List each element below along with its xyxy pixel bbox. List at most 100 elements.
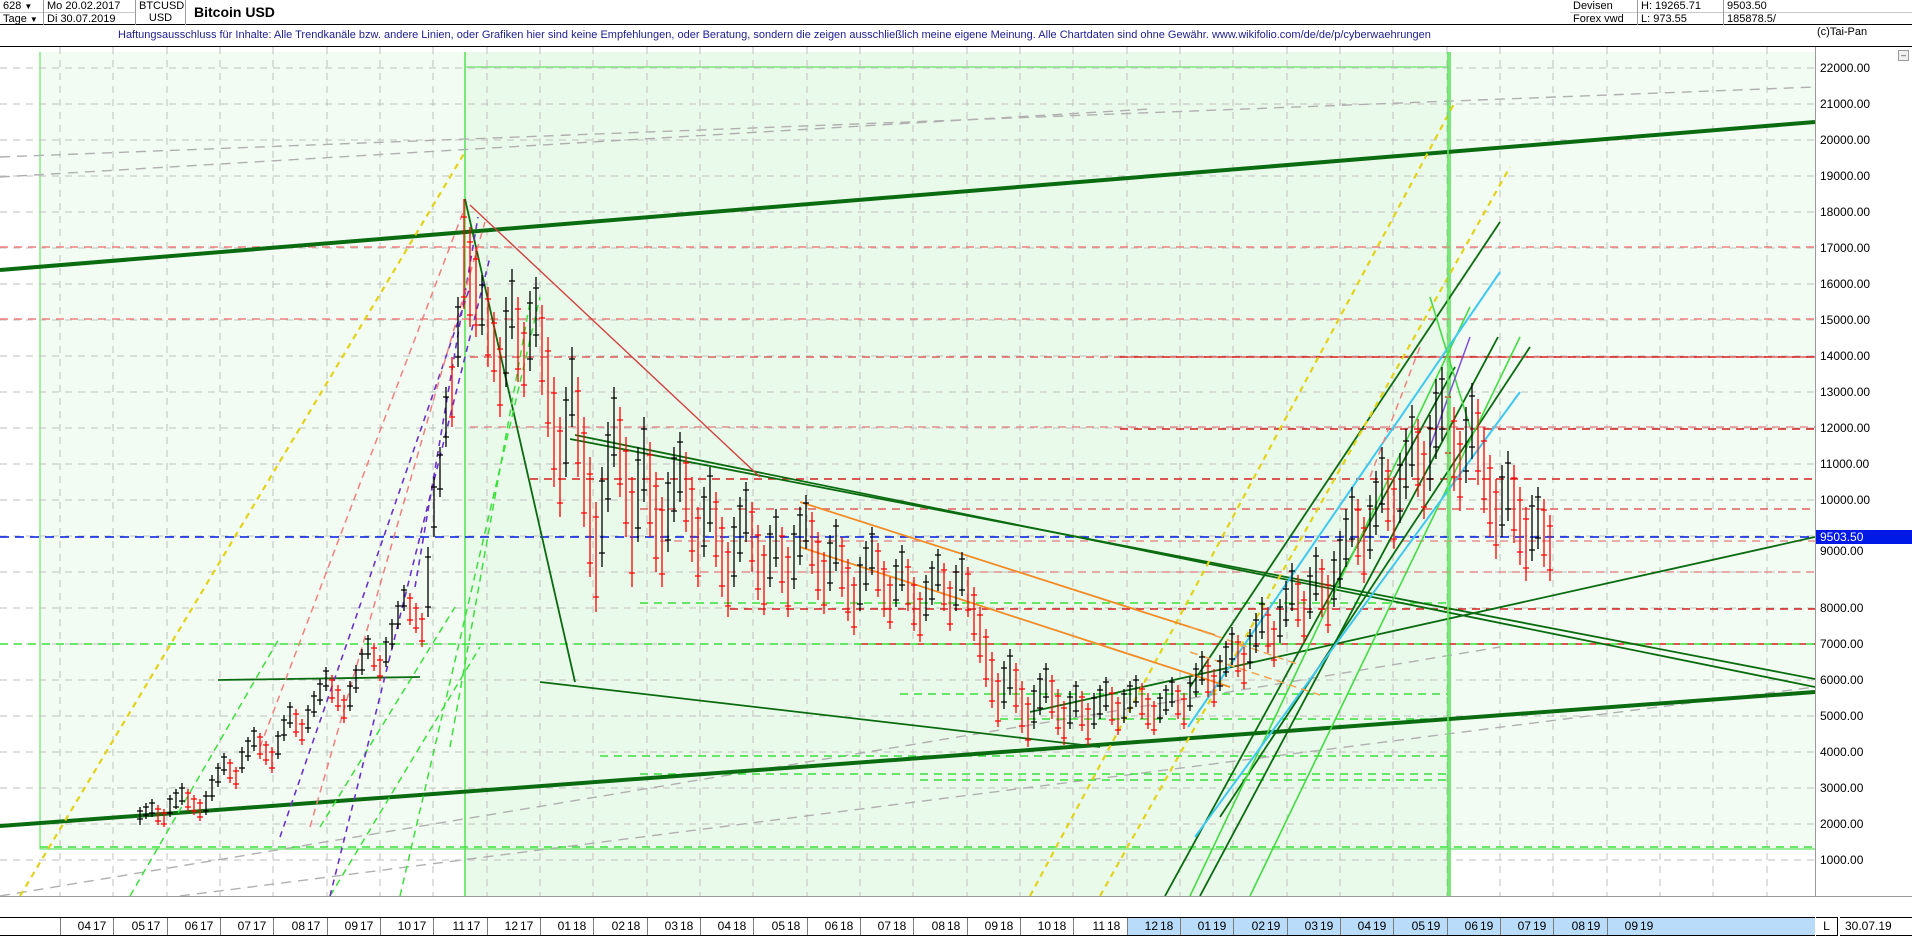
date-tick[interactable]: 12 18 <box>1127 918 1180 935</box>
date-tick[interactable]: 09 18 <box>967 918 1020 935</box>
interval-row[interactable]: Tage ▼ <box>0 12 43 25</box>
disclaimer-text: Haftungsausschluss für Inhalte: Alle Tre… <box>118 29 1431 41</box>
date-tick[interactable]: 09 17 <box>327 918 380 935</box>
price-tick: 7000.00 <box>1820 637 1864 651</box>
price-tick: 14000.00 <box>1820 349 1871 363</box>
bar-count-selector[interactable]: 628 ▼ Tage ▼ <box>0 0 44 25</box>
market-category: Devisen <box>1573 0 1613 12</box>
price-tick: 6000.00 <box>1820 673 1864 687</box>
date-tick-strip[interactable]: 04 17 05 17 06 17 07 17 08 17 09 17 10 17 11 17 … <box>0 917 1815 936</box>
date-tick[interactable]: 12 17 <box>487 918 540 935</box>
date-tick[interactable]: 05 17 <box>113 918 167 935</box>
candlestick-series <box>137 199 1553 827</box>
orange-dashed-lines <box>1189 626 1321 696</box>
price-tick: 10000.00 <box>1820 493 1871 507</box>
last-price-marker: 9503.50 <box>1816 530 1912 544</box>
symbol-display[interactable]: BTCUSD USD <box>136 0 186 25</box>
date-range-display[interactable]: Mo 20.02.2017 Di 30.07.2019 <box>44 0 136 25</box>
price-tick: 2000.00 <box>1820 817 1864 831</box>
shaded-projection-region <box>39 52 1815 896</box>
date-tick[interactable]: 05 19 <box>1393 918 1447 935</box>
grey-trendlines <box>0 86 1815 896</box>
price-tick: 20000.00 <box>1820 133 1871 147</box>
red-descending-trendlines <box>469 204 761 478</box>
chart-canvas <box>0 47 1815 896</box>
date-tick[interactable]: 07 19 <box>1500 918 1553 935</box>
price-tick: 4000.00 <box>1820 745 1864 759</box>
date-tick[interactable]: 10 18 <box>1020 918 1073 935</box>
date-tick[interactable]: 07 18 <box>860 918 913 935</box>
date-tick[interactable]: 06 17 <box>167 918 220 935</box>
last-price-value: 9503.50 <box>1727 0 1767 12</box>
volume-value: 185878.5/ <box>1724 12 1912 25</box>
copyright-label: (c)Tai-Pan <box>1817 26 1868 38</box>
high-low-cell: H: 19265.71 L: 973.55 <box>1638 0 1724 25</box>
date-tick[interactable]: 02 18 <box>593 918 647 935</box>
chevron-down-icon[interactable]: ▼ <box>24 2 33 11</box>
price-tick: 12000.00 <box>1820 421 1871 435</box>
price-tick: 13000.00 <box>1820 385 1871 399</box>
log-scale-toggle[interactable]: L <box>1816 917 1838 936</box>
price-tick: 16000.00 <box>1820 277 1871 291</box>
price-tick: 19000.00 <box>1820 169 1871 183</box>
price-tick: 17000.00 <box>1820 241 1871 255</box>
light-green-dashed-trendlines <box>129 296 541 896</box>
date-tick[interactable]: 11 17 <box>433 918 487 935</box>
instrument-title-cell: Bitcoin USD <box>186 0 1386 25</box>
price-tick: 9000.00 <box>1820 544 1864 558</box>
last-quote-cell: 9503.50 185878.5/ <box>1724 0 1912 25</box>
date-tick[interactable]: 01 18 <box>540 918 593 935</box>
date-to[interactable]: Di 30.07.2019 <box>44 12 135 25</box>
green-horizontal-levels <box>0 602 1815 848</box>
date-tick[interactable]: 02 19 <box>1233 918 1287 935</box>
price-tick: 3000.00 <box>1820 781 1864 795</box>
date-tick[interactable]: 01 19 <box>1180 918 1233 935</box>
date-tick[interactable]: 03 18 <box>647 918 700 935</box>
date-tick[interactable]: 06 18 <box>807 918 860 935</box>
period-high: H: 19265.71 <box>1641 0 1701 12</box>
price-tick: 21000.00 <box>1820 97 1871 111</box>
interval-value: Tage <box>3 13 27 25</box>
date-tick[interactable]: 06 19 <box>1447 918 1500 935</box>
primary-ascending-channel <box>0 120 1815 828</box>
date-tick[interactable]: 08 17 <box>273 918 327 935</box>
date-tick[interactable]: 11 18 <box>1073 918 1127 935</box>
date-tick[interactable]: 03 19 <box>1287 918 1340 935</box>
top-toolbar: 628 ▼ Tage ▼ Mo 20.02.2017 Di 30.07.2019… <box>0 0 1912 25</box>
date-tick[interactable]: 07 17 <box>220 918 273 935</box>
date-tick[interactable]: 05 18 <box>753 918 807 935</box>
date-axis[interactable]: 04 17 05 17 06 17 07 17 08 17 09 17 10 17 11 17 … <box>0 896 1912 952</box>
bar-count-row[interactable]: 628 ▼ <box>0 0 43 12</box>
price-axis[interactable]: – 23000.00 22000.00 21000.00 20000.00 19… <box>1815 25 1912 896</box>
date-tick[interactable]: 04 17 <box>60 918 113 935</box>
market-source: Devisen Forex vwd <box>1570 0 1638 25</box>
page-title: Bitcoin USD <box>194 4 275 20</box>
price-tick: 22000.00 <box>1820 61 1871 75</box>
bar-count-value: 628 <box>3 0 22 12</box>
dark-green-trendlines <box>217 198 1815 896</box>
date-tick[interactable]: 09 19 <box>1607 918 1660 935</box>
symbol-currency: USD <box>148 12 173 24</box>
price-tick: 18000.00 <box>1820 205 1871 219</box>
price-tick: 1000.00 <box>1820 853 1864 867</box>
axis-end-date[interactable]: 30.07.19 <box>1840 917 1912 936</box>
date-tick[interactable]: 04 19 <box>1340 918 1393 935</box>
price-tick: 11000.00 <box>1820 457 1870 471</box>
period-low: L: 973.55 <box>1638 12 1723 25</box>
light-green-trendlines <box>1189 296 1521 896</box>
date-tick[interactable]: 08 19 <box>1553 918 1607 935</box>
chart-plot-area[interactable] <box>0 47 1815 896</box>
axis-collapse-icon[interactable]: – <box>1898 50 1909 61</box>
chevron-down-icon[interactable]: ▼ <box>29 15 38 24</box>
price-tick: 15000.00 <box>1820 313 1871 327</box>
date-tick[interactable]: 04 18 <box>700 918 753 935</box>
date-tick[interactable]: 10 17 <box>380 918 433 935</box>
salmon-dashed-trendlines <box>259 206 1421 828</box>
date-from[interactable]: Mo 20.02.2017 <box>47 0 121 12</box>
symbol-ticker: BTCUSD <box>139 0 185 12</box>
date-tick[interactable]: 08 18 <box>913 918 967 935</box>
disclaimer-bar: Haftungsausschluss für Inhalte: Alle Tre… <box>0 25 1912 47</box>
red-horizontal-levels <box>0 246 1815 645</box>
market-feed: Forex vwd <box>1570 12 1637 25</box>
price-tick: 5000.00 <box>1820 709 1864 723</box>
